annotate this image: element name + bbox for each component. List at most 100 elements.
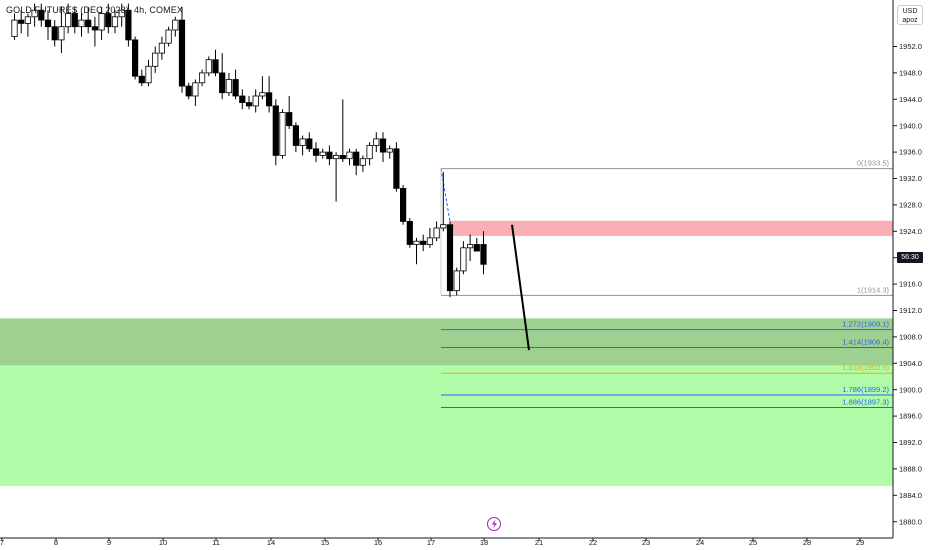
candle-up — [279, 112, 286, 156]
candle-up — [460, 247, 467, 272]
fib-label: 1.272(1909.1) — [842, 320, 889, 329]
y-tick-label: 1940.0 — [899, 121, 922, 130]
x-tick-label: 22 — [589, 538, 597, 547]
candle-up — [205, 59, 212, 74]
y-tick-label: 1908.0 — [899, 333, 922, 342]
candle-up — [319, 151, 326, 156]
y-tick-label: 1892.0 — [899, 438, 922, 447]
x-tick-label: 14 — [267, 538, 275, 547]
fib-levels[interactable]: 0(1933.5) 1(1914.3) 1.272(1909.1) 1.414(190… — [440, 159, 893, 409]
fib-label: 1.886(1897.3) — [842, 398, 889, 407]
chart-title: GOLD FUTURES (DEC 2023), 4h, COMEX — [6, 5, 183, 15]
candle-up — [98, 13, 105, 31]
candle-down — [232, 79, 239, 97]
x-tick-label: 7 — [0, 538, 4, 547]
candle-up — [145, 65, 152, 84]
countdown-tag: 56:30 — [897, 252, 923, 263]
candle-down — [420, 240, 427, 245]
y-tick-label: 1912.0 — [899, 306, 922, 315]
candle-up — [152, 52, 159, 67]
y-tick-label: 1896.0 — [899, 412, 922, 421]
price-axis-bg — [893, 0, 932, 550]
x-tick-label: 9 — [107, 538, 111, 547]
candle-up — [78, 19, 85, 28]
y-tick-label: 1900.0 — [899, 385, 922, 394]
y-tick-label: 1948.0 — [899, 69, 922, 78]
x-tick-label: 28 — [803, 538, 811, 547]
candle-up — [359, 158, 367, 166]
candle-up — [299, 138, 306, 146]
candle-up — [65, 13, 72, 28]
candle-down — [339, 154, 346, 160]
candle-up — [453, 270, 460, 292]
candle-down — [393, 148, 400, 189]
candle-down — [212, 59, 219, 74]
candle-down — [51, 26, 58, 41]
time-axis-bg — [0, 538, 932, 550]
candle-up — [373, 138, 380, 146]
candle-up — [259, 92, 266, 97]
y-tick-label: 1936.0 — [899, 148, 922, 157]
candles — [11, 3, 487, 298]
y-tick-label: 1880.0 — [899, 517, 922, 526]
candle-down — [138, 75, 145, 84]
x-tick-label: 24 — [696, 538, 704, 547]
candle-down — [38, 9, 45, 21]
candle-down — [44, 19, 52, 28]
zone-2 — [450, 220, 893, 236]
candle-up — [332, 154, 340, 160]
fib-label: 1.414(1906.4) — [842, 337, 889, 346]
time-axis[interactable]: 7 8 9 10 11 14 15 16 17 18 21 22 23 24 25 28 29 — [0, 537, 932, 550]
drawings[interactable] — [511, 224, 530, 351]
x-tick-label: 23 — [642, 538, 650, 547]
x-tick-label: 8 — [54, 538, 58, 547]
candle-up — [198, 72, 206, 84]
fib-label: 0(1933.5) — [857, 159, 890, 168]
currency-sub-label: apoz — [902, 17, 918, 24]
candle-down — [292, 125, 300, 146]
candle-down — [178, 19, 186, 87]
x-tick-label: 18 — [480, 538, 488, 547]
currency-button[interactable]: USD apoz — [897, 5, 923, 25]
candle-down — [272, 105, 279, 156]
projection-line — [511, 224, 530, 351]
candle-down — [125, 9, 132, 41]
events-icon[interactable] — [487, 517, 501, 531]
y-tick-label: 1932.0 — [899, 174, 922, 183]
y-tick-label: 1888.0 — [899, 465, 922, 474]
candle-up — [58, 26, 65, 41]
candle-down — [286, 112, 293, 127]
candle-up — [192, 82, 199, 97]
x-tick-label: 16 — [374, 538, 382, 547]
candle-down — [406, 220, 413, 245]
fib-label: 1(1914.3) — [857, 285, 890, 294]
price-axis[interactable]: 1952.0 1948.0 1944.0 1940.0 1936.0 1932.0 1928… — [892, 0, 932, 550]
candle-up — [433, 227, 440, 239]
candle-down — [91, 26, 98, 31]
candle-down — [18, 19, 25, 24]
x-tick-label: 15 — [321, 538, 329, 547]
candle-down — [85, 19, 92, 28]
candle-up — [386, 148, 393, 153]
candle-up — [440, 224, 447, 229]
candle-up — [225, 79, 232, 94]
candle-up — [11, 19, 18, 38]
candle-up — [24, 16, 32, 24]
zones-layer — [0, 220, 893, 487]
y-tick-label: 1884.0 — [899, 491, 922, 500]
x-tick-label: 21 — [535, 538, 543, 547]
candle-down — [312, 148, 320, 156]
candle-down — [131, 39, 139, 77]
x-tick-label: 25 — [749, 538, 757, 547]
candle-down — [446, 224, 454, 292]
candle-down — [245, 102, 253, 107]
candle-down — [480, 244, 487, 265]
candle-down — [399, 187, 407, 222]
currency-label: USD — [902, 8, 918, 15]
candle-down — [326, 151, 333, 160]
x-tick-label: 10 — [159, 538, 167, 547]
candle-up — [426, 237, 434, 245]
x-tick-label: 29 — [856, 538, 864, 547]
